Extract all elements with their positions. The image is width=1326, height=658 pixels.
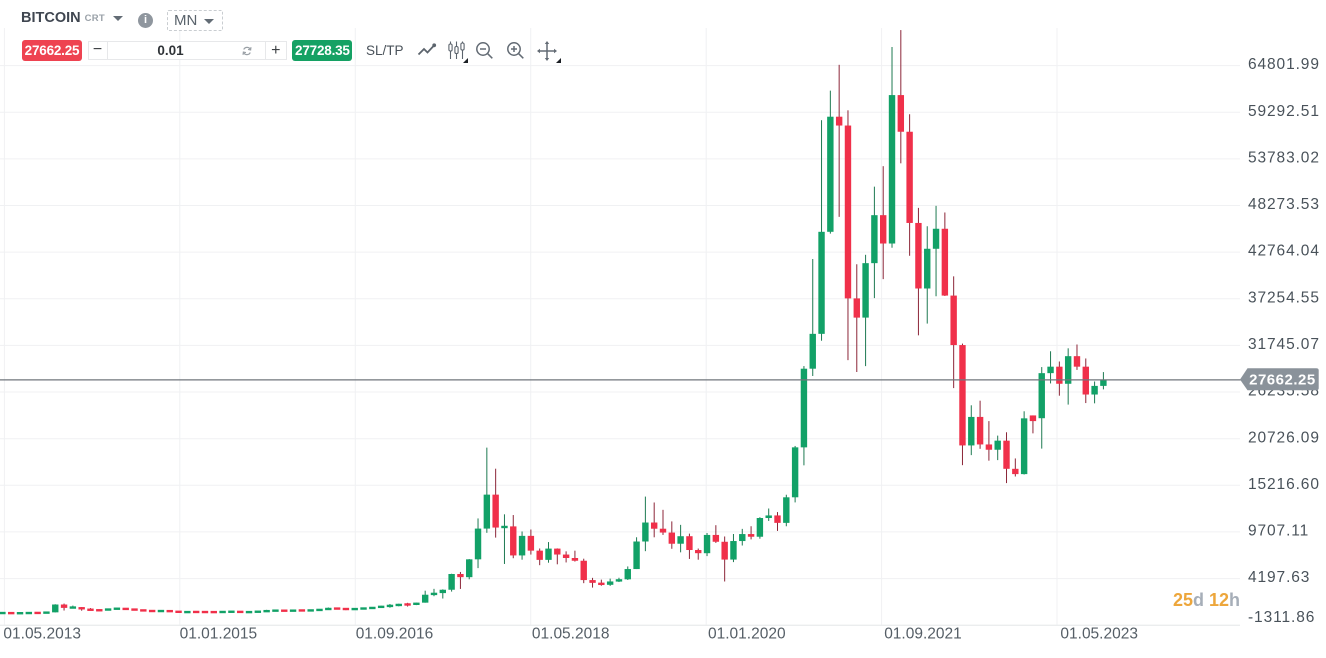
svg-text:15216.60: 15216.60 — [1248, 476, 1320, 493]
svg-text:01.09.2021: 01.09.2021 — [884, 626, 962, 643]
svg-text:27662.25: 27662.25 — [1249, 372, 1316, 389]
svg-text:4197.63: 4197.63 — [1248, 569, 1310, 586]
svg-text:25d 12h: 25d 12h — [1173, 590, 1240, 610]
svg-text:-1311.86: -1311.86 — [1248, 609, 1315, 626]
svg-text:64801.99: 64801.99 — [1248, 56, 1320, 73]
svg-text:20726.09: 20726.09 — [1248, 429, 1320, 446]
svg-text:48273.53: 48273.53 — [1248, 196, 1320, 213]
svg-text:37254.55: 37254.55 — [1248, 289, 1320, 306]
svg-text:31745.07: 31745.07 — [1248, 336, 1320, 353]
svg-text:59292.51: 59292.51 — [1248, 103, 1320, 120]
svg-text:01.09.2016: 01.09.2016 — [356, 626, 434, 643]
svg-text:9707.11: 9707.11 — [1248, 523, 1309, 540]
svg-text:01.01.2020: 01.01.2020 — [708, 626, 786, 643]
svg-text:42764.04: 42764.04 — [1248, 243, 1320, 260]
svg-text:53783.02: 53783.02 — [1248, 150, 1320, 167]
svg-text:01.05.2023: 01.05.2023 — [1060, 626, 1138, 643]
svg-text:01.05.2018: 01.05.2018 — [532, 626, 610, 643]
svg-text:01.01.2015: 01.01.2015 — [180, 626, 258, 643]
svg-text:01.05.2013: 01.05.2013 — [3, 626, 81, 643]
